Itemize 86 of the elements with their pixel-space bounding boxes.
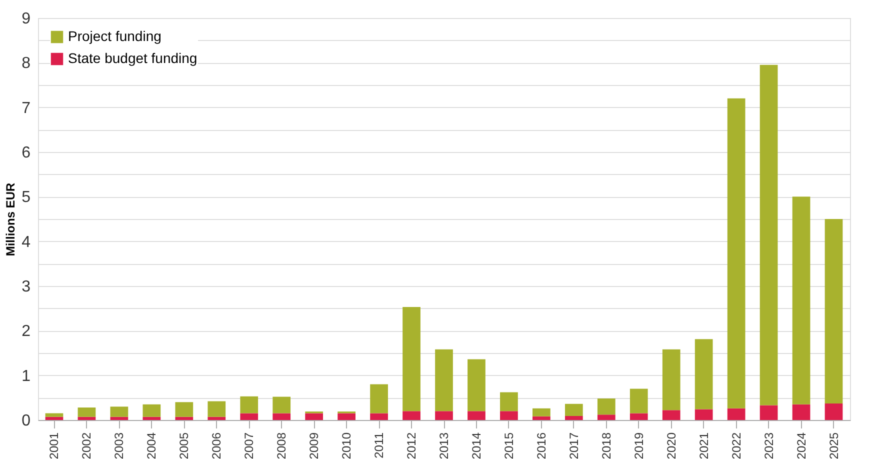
bar — [597, 414, 616, 420]
bar — [500, 411, 518, 420]
x-tick-label: 2024 — [794, 432, 808, 459]
bar — [370, 413, 388, 420]
bar — [78, 407, 96, 417]
y-tick-label: 6 — [22, 144, 31, 162]
bar — [597, 398, 616, 415]
bar — [564, 416, 583, 420]
x-tick-label: 2009 — [307, 432, 322, 459]
bar — [760, 64, 778, 406]
bar — [208, 416, 226, 420]
x-tick-label: 2011 — [372, 432, 386, 458]
bar — [630, 388, 648, 414]
bar — [500, 392, 518, 412]
y-tick-label: 0 — [22, 412, 31, 430]
bar — [175, 416, 194, 420]
bar — [110, 406, 128, 417]
bar — [240, 396, 258, 414]
bar — [272, 396, 291, 414]
bar — [402, 306, 420, 412]
x-tick-label: 2016 — [534, 432, 548, 459]
bar — [208, 401, 226, 417]
x-tick-label: 2007 — [242, 432, 256, 459]
bar — [370, 384, 388, 414]
bar — [142, 404, 161, 417]
bar — [694, 409, 713, 420]
bar — [792, 404, 810, 420]
x-tick-label: 2002 — [80, 432, 94, 459]
bar — [694, 339, 713, 410]
y-tick-label: 5 — [22, 189, 31, 206]
x-tick-label: 2008 — [274, 432, 289, 459]
bar — [110, 416, 128, 420]
x-tick-label: 2019 — [632, 432, 646, 459]
y-tick-label: 2 — [22, 323, 31, 340]
bar — [564, 404, 583, 416]
y-tick-label: 3 — [22, 278, 31, 296]
y-tick-label: 4 — [22, 234, 31, 251]
x-tick-label: 2010 — [340, 432, 354, 459]
x-tick-label: 2015 — [502, 432, 516, 459]
x-tick-label: 2025 — [826, 432, 841, 459]
x-tick-label: 2006 — [210, 432, 224, 459]
x-tick-label: 2001 — [47, 432, 62, 459]
bar — [402, 411, 420, 420]
bar — [175, 402, 194, 417]
bar — [435, 411, 453, 420]
x-tick-label: 2023 — [762, 432, 776, 459]
bar — [142, 416, 161, 420]
bar — [727, 408, 746, 420]
bar — [532, 416, 550, 420]
bar — [45, 416, 64, 420]
bar — [760, 405, 778, 420]
bar — [727, 98, 746, 408]
y-axis-title: Millions EUR — [4, 182, 18, 256]
bar — [630, 413, 648, 420]
x-tick-label: 2005 — [177, 432, 192, 459]
y-tick-label: 9 — [22, 10, 31, 28]
bar — [824, 219, 843, 404]
bar — [662, 410, 680, 420]
y-tick-label: 7 — [22, 100, 31, 117]
y-tick-label: 1 — [22, 368, 31, 385]
legend-label: State budget funding — [68, 50, 198, 66]
bar — [824, 403, 843, 420]
bar — [338, 413, 356, 420]
x-tick-label: 2014 — [469, 432, 484, 459]
y-tick-label: 8 — [22, 55, 31, 72]
x-tick-label: 2013 — [437, 432, 451, 459]
bar — [272, 413, 291, 420]
x-tick-label: 2004 — [144, 432, 159, 459]
bar — [435, 349, 453, 412]
bar — [78, 416, 96, 420]
x-tick-label: 2021 — [696, 432, 711, 459]
legend-label: Project funding — [68, 28, 162, 44]
bar — [662, 349, 680, 410]
x-tick-label: 2012 — [404, 432, 419, 459]
bar — [305, 413, 324, 420]
x-tick-label: 2022 — [729, 432, 744, 459]
x-tick-label: 2017 — [566, 432, 581, 459]
x-tick-label: 2020 — [664, 432, 678, 459]
bar — [468, 411, 486, 420]
x-tick-label: 2018 — [599, 432, 614, 459]
bar — [45, 413, 64, 417]
bar — [468, 359, 486, 412]
bar — [532, 408, 550, 416]
bar — [792, 196, 810, 404]
x-tick-label: 2003 — [112, 432, 126, 459]
bar — [240, 413, 258, 420]
